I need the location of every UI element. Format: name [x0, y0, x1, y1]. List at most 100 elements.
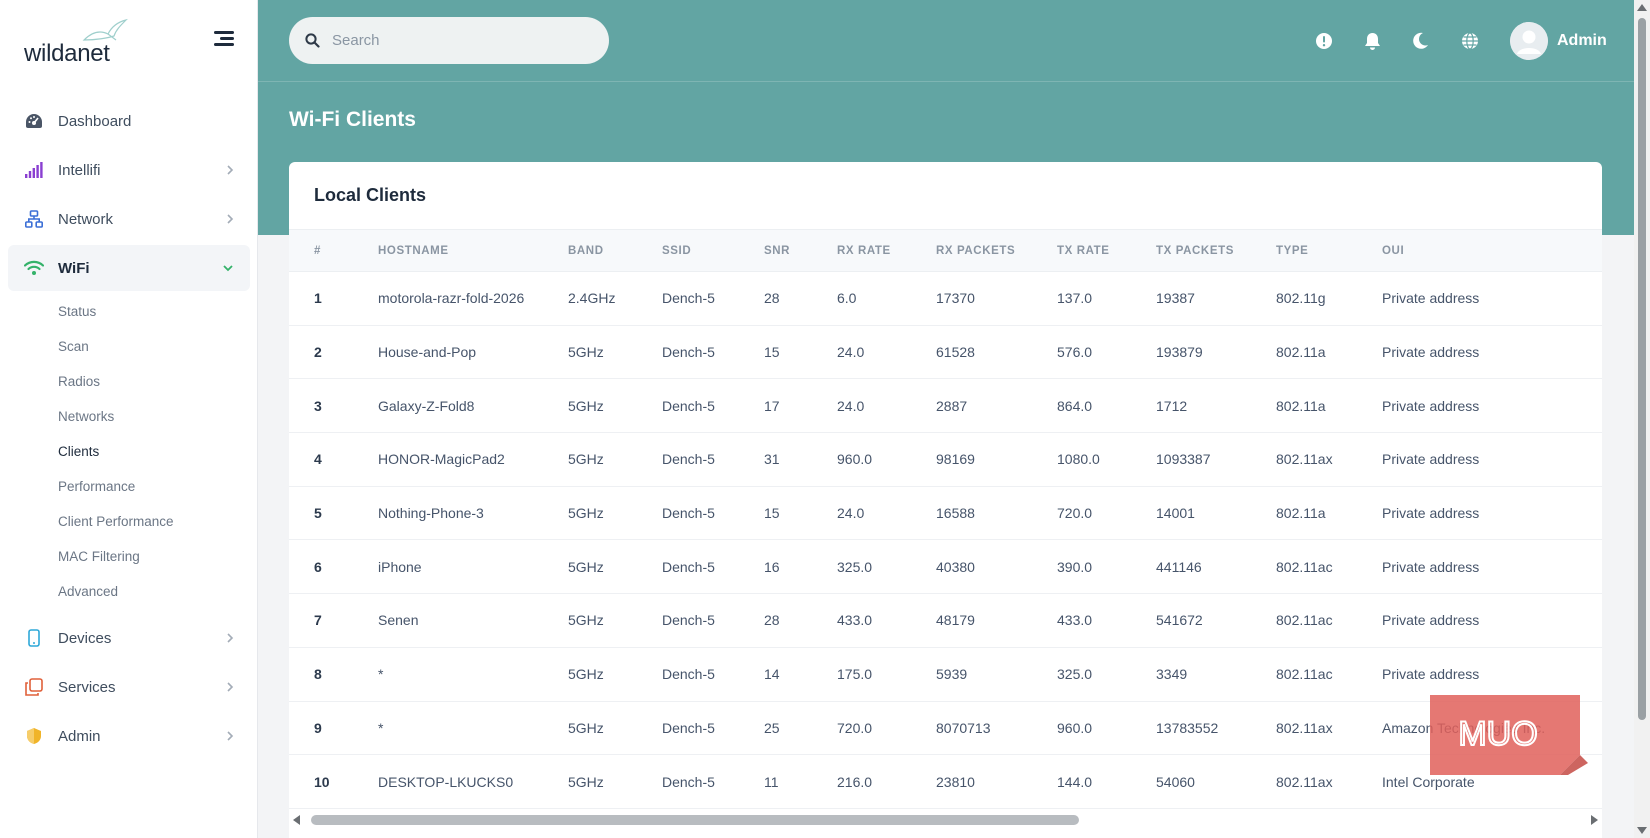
table-cell: 802.11a [1276, 378, 1382, 434]
submenu-item-client-performance[interactable]: Client Performance [58, 514, 174, 529]
sidebar-item-network[interactable]: Network [8, 196, 250, 242]
table-cell: 2.4GHz [568, 271, 662, 326]
search-icon [305, 33, 320, 48]
table-row[interactable]: 1 motorola-razr-fold-2026 2.4GHz Dench-5 28 6… [289, 271, 1602, 326]
table-cell: Nothing-Phone-3 [378, 486, 568, 541]
table-cell: 14 [764, 647, 837, 702]
table-cell: Dench-5 [662, 486, 764, 541]
table-cell: * [378, 647, 568, 702]
table-cell: 10 [289, 754, 378, 809]
table-cell: 19387 [1156, 271, 1276, 326]
chevron-right-icon [227, 633, 234, 643]
column-header[interactable]: SNR [764, 229, 837, 272]
table-cell: 802.11ac [1276, 539, 1382, 595]
submenu-item-scan[interactable]: Scan [58, 339, 89, 354]
table-row[interactable]: 2 House-and-Pop 5GHz Dench-5 15 24.0 61528 576.… [289, 325, 1602, 380]
table-row[interactable]: 10 DESKTOP-LKUCKS0 5GHz Dench-5 11 216.0 23810… [289, 754, 1602, 809]
column-header[interactable]: HOSTNAME [378, 229, 568, 272]
column-header[interactable]: SSID [662, 229, 764, 272]
search-box[interactable] [289, 17, 609, 64]
table-cell: 14001 [1156, 486, 1276, 541]
column-header[interactable]: TX PACKETS [1156, 229, 1276, 272]
alert-icon[interactable] [1312, 29, 1336, 53]
table-header-row: # HOSTNAME BAND SSID SNR RX RATE RX PACKETS TX … [289, 229, 1602, 272]
sidebar-nav: Dashboard Intellifi Network WiFi Status [8, 98, 250, 762]
table-cell: 16588 [936, 486, 1057, 541]
table-cell: 15 [764, 325, 837, 380]
table-cell: 6.0 [837, 271, 936, 326]
table-cell: 216.0 [837, 754, 936, 809]
globe-icon[interactable] [1458, 29, 1482, 53]
table-cell: Dench-5 [662, 647, 764, 702]
scroll-left-arrow-icon[interactable] [293, 815, 300, 825]
sidebar-item-wifi[interactable]: WiFi [8, 245, 250, 291]
table-row[interactable]: 3 Galaxy-Z-Fold8 5GHz Dench-5 17 24.0 2887 864.… [289, 378, 1602, 434]
horizontal-scroll-thumb[interactable] [311, 815, 1079, 825]
column-header[interactable]: OUI [1382, 229, 1602, 272]
submenu-item-clients[interactable]: Clients [58, 444, 100, 459]
bell-icon[interactable] [1360, 29, 1384, 53]
table-row[interactable]: 6 iPhone 5GHz Dench-5 16 325.0 40380 390.0 44114… [289, 539, 1602, 595]
column-header[interactable]: # [289, 229, 378, 272]
table-cell: * [378, 701, 568, 756]
submenu-item-advanced[interactable]: Advanced [58, 584, 119, 599]
submenu-item-radios[interactable]: Radios [58, 374, 101, 389]
table-cell: Senen [378, 593, 568, 648]
table-cell: 541672 [1156, 593, 1276, 648]
sidebar-item-dashboard[interactable]: Dashboard [8, 98, 250, 144]
table-cell: 5GHz [568, 754, 662, 809]
table-cell: 5GHz [568, 647, 662, 702]
search-input[interactable] [332, 32, 582, 49]
column-header[interactable]: RX PACKETS [936, 229, 1057, 272]
table-cell: Private address [1382, 432, 1602, 487]
column-header[interactable]: TYPE [1276, 229, 1382, 272]
vertical-scroll-thumb[interactable] [1638, 18, 1646, 720]
table-cell: 17 [764, 378, 837, 434]
table-cell: 1093387 [1156, 432, 1276, 487]
scroll-down-arrow-icon[interactable] [1637, 827, 1647, 834]
table-cell: 433.0 [1057, 593, 1156, 648]
user-menu[interactable]: Admin [1510, 22, 1607, 60]
submenu-item-status[interactable]: Status [58, 304, 97, 319]
table-cell: 1 [289, 271, 378, 326]
user-name: Admin [1557, 32, 1607, 49]
table-cell: motorola-razr-fold-2026 [378, 271, 568, 326]
local-clients-card: Local Clients # HOSTNAME BAND SSID SNR RX RAT… [289, 162, 1602, 838]
table-row[interactable]: 4 HONOR-MagicPad2 5GHz Dench-5 31 960.0 98169 1… [289, 432, 1602, 487]
scroll-right-arrow-icon[interactable] [1591, 815, 1598, 825]
table-row[interactable]: 5 Nothing-Phone-3 5GHz Dench-5 15 24.0 16588 72… [289, 486, 1602, 541]
chevron-right-icon [227, 165, 234, 175]
sidebar-item-admin[interactable]: Admin [8, 713, 250, 759]
table-row[interactable]: 9 * 5GHz Dench-5 25 720.0 8070713 960.0 13783552… [289, 701, 1602, 756]
column-header[interactable]: RX RATE [837, 229, 936, 272]
submenu-item-mac-filtering[interactable]: MAC Filtering [58, 549, 140, 564]
column-header[interactable]: TX RATE [1057, 229, 1156, 272]
sidebar-item-services[interactable]: Services [8, 664, 250, 710]
table-cell: 61528 [936, 325, 1057, 380]
scroll-up-arrow-icon[interactable] [1637, 4, 1647, 11]
table-cell: 5 [289, 486, 378, 541]
table-row[interactable]: 8 * 5GHz Dench-5 14 175.0 5939 325.0 3349 802.11a… [289, 647, 1602, 702]
gauge-icon [24, 111, 44, 131]
sidebar-item-devices[interactable]: Devices [8, 615, 250, 661]
sidebar-item-intellifi[interactable]: Intellifi [8, 147, 250, 193]
submenu-item-networks[interactable]: Networks [58, 409, 115, 424]
vertical-scrollbar[interactable] [1634, 0, 1650, 838]
topbar-divider [258, 81, 1634, 82]
table-cell: 1080.0 [1057, 432, 1156, 487]
column-header[interactable]: BAND [568, 229, 662, 272]
table-cell: 5GHz [568, 325, 662, 380]
table-cell: 802.11ac [1276, 647, 1382, 702]
table-cell: 137.0 [1057, 271, 1156, 326]
table-cell: Private address [1382, 325, 1602, 380]
submenu-item-performance[interactable]: Performance [58, 479, 136, 494]
table-cell: 576.0 [1057, 325, 1156, 380]
table-row[interactable]: 7 Senen 5GHz Dench-5 28 433.0 48179 433.0 541672… [289, 593, 1602, 648]
menu-toggle-icon[interactable] [212, 30, 234, 48]
horizontal-scrollbar[interactable] [289, 812, 1602, 828]
moon-icon[interactable] [1408, 29, 1432, 53]
table-cell: 11 [764, 754, 837, 809]
logo[interactable]: wildanet [24, 18, 128, 66]
table-cell: 5GHz [568, 701, 662, 756]
page-title: Wi-Fi Clients [289, 108, 416, 131]
